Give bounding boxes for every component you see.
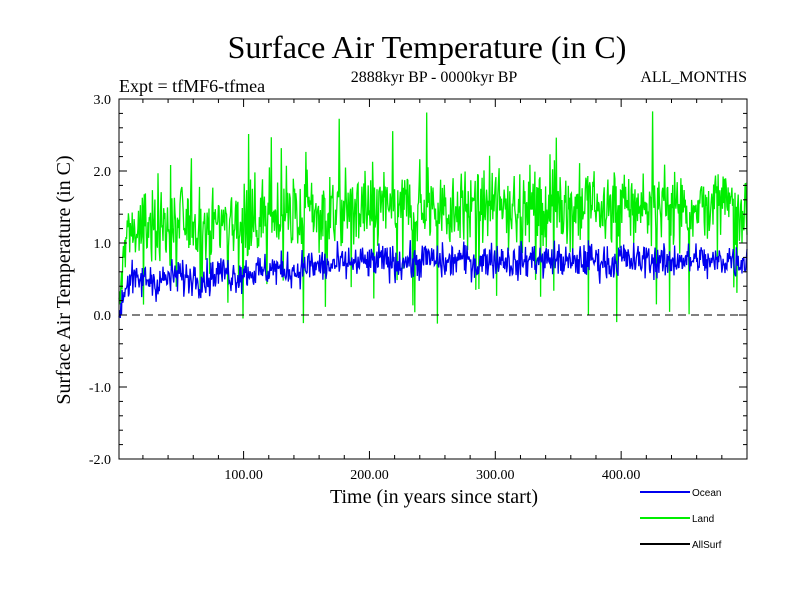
y-tick-label: 1.0 bbox=[94, 237, 112, 252]
experiment-label: Expt = tfMF6-tfmea bbox=[119, 76, 265, 96]
y-axis-label: Surface Air Temperature (in C) bbox=[53, 155, 75, 404]
y-tick-label: -2.0 bbox=[89, 453, 111, 468]
period-label: 2888kyr BP - 0000kyr BP bbox=[351, 69, 518, 86]
plot-frame bbox=[118, 98, 748, 460]
plot-area bbox=[118, 111, 748, 324]
legend-label-allsurf: AllSurf bbox=[692, 540, 722, 551]
y-tick-label: -1.0 bbox=[89, 381, 111, 396]
x-tick-label: 100.00 bbox=[224, 468, 263, 483]
y-tick-label: 2.0 bbox=[94, 165, 112, 180]
x-tick-label: 400.00 bbox=[602, 468, 641, 483]
y-tick-label: 3.0 bbox=[94, 93, 112, 108]
legend-label-ocean: Ocean bbox=[692, 488, 721, 499]
y-tick-label: 0.0 bbox=[94, 309, 112, 324]
series-ocean-line bbox=[118, 240, 748, 319]
x-tick-label: 200.00 bbox=[350, 468, 389, 483]
legend: Ocean Land AllSurf bbox=[640, 488, 722, 551]
series-land-line bbox=[118, 111, 748, 324]
chart-title: Surface Air Temperature (in C) bbox=[228, 29, 627, 65]
legend-label-land: Land bbox=[692, 514, 714, 525]
x-axis-label: Time (in years since start) bbox=[330, 486, 538, 508]
x-tick-label: 300.00 bbox=[476, 468, 515, 483]
months-label: ALL_MONTHS bbox=[640, 69, 747, 86]
axes: 100.00 200.00 300.00 400.00 -2.0 -1.0 0.0 1.0 2.… bbox=[89, 93, 748, 483]
